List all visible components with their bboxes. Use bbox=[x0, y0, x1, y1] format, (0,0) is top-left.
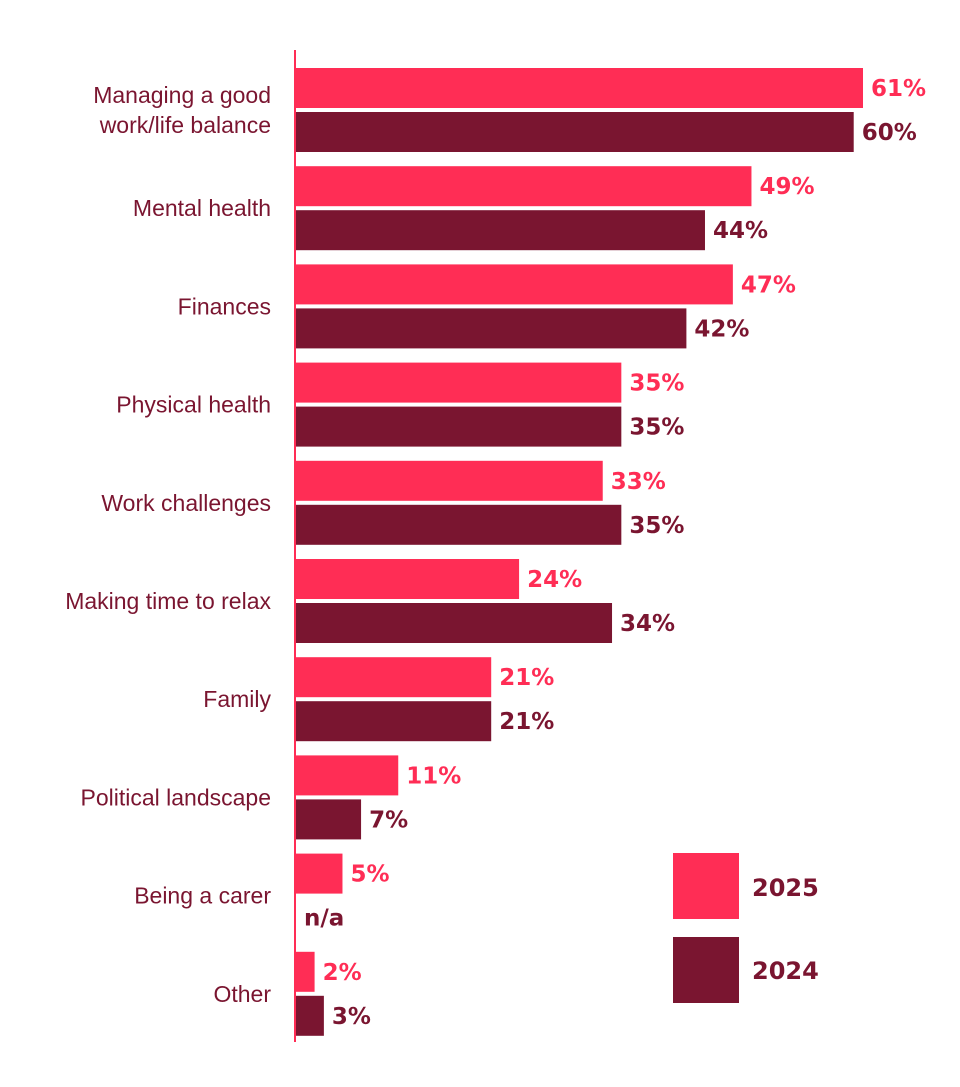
value-label-2024-political-landscape: 7% bbox=[369, 807, 408, 833]
category-labels: Managing a good work/life balance Mental h… bbox=[65, 82, 271, 1007]
value-label-2025-work-challenges: 33% bbox=[611, 469, 666, 495]
bar-2024-mental-health bbox=[296, 210, 705, 251]
value-label-2024-making-time-to-relax: 34% bbox=[620, 611, 675, 637]
legend-label-2025: 2025 bbox=[752, 874, 819, 902]
legend-swatch-2024 bbox=[673, 937, 739, 1003]
value-label-2024-other: 3% bbox=[332, 1004, 371, 1030]
bar-2024-political-landscape bbox=[296, 799, 362, 840]
bar-2024-physical-health bbox=[296, 406, 622, 447]
value-label-2024-managing-a-good-work-life-balance: 60% bbox=[862, 120, 917, 146]
value-label-2024-work-challenges: 35% bbox=[629, 513, 684, 539]
category-label-finances: Finances bbox=[178, 293, 271, 319]
value-label-2025-family: 21% bbox=[499, 665, 554, 691]
bar-2024-work-challenges bbox=[296, 504, 622, 545]
bar-2024-making-time-to-relax bbox=[296, 603, 613, 643]
value-labels: 61% 60% 49% 44% 47% 42% 35% 35% 33% 35% 24% 34% 21% 2… bbox=[304, 76, 926, 1030]
value-label-2025-mental-health: 49% bbox=[759, 174, 814, 200]
value-label-2025-being-a-carer: 5% bbox=[350, 862, 389, 888]
legend: 2025 2024 bbox=[673, 853, 819, 1003]
bar-2025-other bbox=[296, 951, 315, 992]
bar-2024-family bbox=[296, 701, 492, 742]
category-label-other: Other bbox=[213, 981, 271, 1007]
value-label-2025-physical-health: 35% bbox=[629, 371, 684, 397]
value-label-2025-finances: 47% bbox=[741, 272, 796, 298]
category-label-mental-health: Mental health bbox=[133, 195, 271, 221]
category-label-being-a-carer: Being a carer bbox=[134, 883, 271, 909]
category-label-managing-a-good-work-life-balance-line-1: Managing a good bbox=[93, 82, 271, 108]
category-label-political-landscape: Political landscape bbox=[80, 784, 271, 810]
value-label-2025-managing-a-good-work-life-balance: 61% bbox=[871, 76, 926, 102]
category-label-managing-a-good-work-life-balance-line-2: work/life balance bbox=[99, 112, 271, 138]
category-label-making-time-to-relax: Making time to relax bbox=[65, 588, 271, 614]
value-label-2025-other: 2% bbox=[323, 960, 362, 986]
bar-2024-finances bbox=[296, 308, 687, 349]
category-label-family: Family bbox=[203, 686, 271, 712]
bars-group bbox=[296, 68, 863, 1036]
value-label-2025-political-landscape: 11% bbox=[406, 763, 461, 789]
bar-2025-finances bbox=[296, 264, 733, 305]
value-label-2024-physical-health: 35% bbox=[629, 415, 684, 441]
bar-2024-managing-a-good-work-life-balance bbox=[296, 112, 854, 152]
bar-2025-making-time-to-relax bbox=[296, 559, 520, 599]
bar-2025-managing-a-good-work-life-balance bbox=[296, 68, 863, 108]
bar-2024-other bbox=[296, 995, 324, 1036]
legend-swatch-2025 bbox=[673, 853, 739, 919]
value-label-2024-mental-health: 44% bbox=[713, 218, 768, 244]
bar-2025-family bbox=[296, 657, 492, 698]
bar-2025-physical-health bbox=[296, 362, 622, 403]
category-label-work-challenges: Work challenges bbox=[101, 490, 271, 516]
category-label-physical-health: Physical health bbox=[116, 392, 271, 418]
bar-2025-mental-health bbox=[296, 166, 752, 207]
bar-2025-work-challenges bbox=[296, 460, 603, 501]
value-label-2024-being-a-carer: n/a bbox=[304, 906, 344, 932]
value-label-2025-making-time-to-relax: 24% bbox=[527, 567, 582, 593]
value-label-2024-family: 21% bbox=[499, 709, 554, 735]
bar-2025-political-landscape bbox=[296, 755, 399, 796]
value-label-2024-finances: 42% bbox=[694, 316, 749, 342]
legend-label-2024: 2024 bbox=[752, 957, 819, 985]
bar-2025-being-a-carer bbox=[296, 853, 343, 894]
